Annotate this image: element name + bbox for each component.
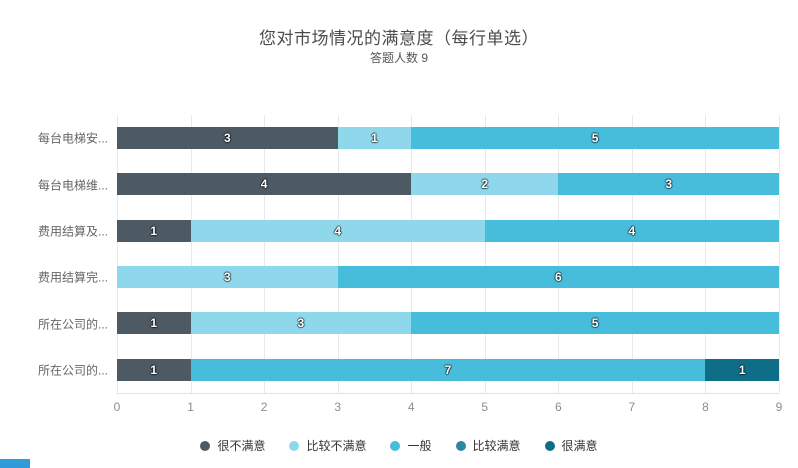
legend-label: 比较满意: [472, 439, 521, 453]
chart-title: 您对市场情况的满意度（每行单选）: [259, 29, 539, 48]
y-category-label: 费用结算完...: [37, 270, 108, 285]
bar-segment-很不满意[interactable]: 3: [117, 127, 338, 150]
legend-item-很不满意[interactable]: 很不满意: [200, 437, 265, 454]
segment-value-label: 1: [738, 362, 746, 377]
bar-segment-很不满意[interactable]: 1: [117, 358, 191, 381]
y-category-label: 费用结算及...: [37, 224, 108, 239]
segment-value-label: 3: [665, 177, 672, 192]
gridline: [337, 115, 339, 393]
x-tick-label: 5: [481, 400, 489, 414]
legend-item-一般[interactable]: 一般: [390, 437, 432, 454]
bar-row: 1 3 5: [117, 312, 779, 335]
x-tick-label: 4: [407, 400, 415, 414]
legend-dot: [390, 440, 401, 451]
bar-segment-比较不满意[interactable]: 3: [190, 312, 412, 335]
bar-segment-一般[interactable]: 6: [337, 266, 779, 289]
gridline: [264, 115, 266, 393]
gridline: [117, 115, 118, 393]
legend-label: 一般: [407, 439, 432, 453]
bar-row: 1 4 4: [117, 219, 779, 242]
gridline: [705, 115, 707, 393]
bar-segment-一般[interactable]: 4: [484, 219, 779, 242]
legend-label: 很满意: [561, 439, 598, 453]
segment-value-label: 1: [150, 362, 158, 377]
y-category-label: 所在公司的...: [37, 363, 108, 378]
segment-value-label: 2: [481, 177, 489, 192]
segment-value-label: 3: [223, 131, 231, 146]
bar-segment-比较不满意[interactable]: 3: [117, 266, 338, 289]
x-tick-label: 7: [628, 400, 636, 414]
gridline: [484, 115, 486, 393]
segment-value-label: 5: [591, 316, 599, 331]
segment-value-label: 7: [444, 362, 452, 377]
legend-label: 很不满意: [217, 439, 266, 453]
x-tick-label: 0: [113, 400, 121, 414]
legend-item-比较不满意[interactable]: 比较不满意: [289, 437, 366, 454]
bar-row: 3 1 5: [117, 127, 779, 150]
x-tick-label: 2: [260, 400, 268, 414]
segment-value-label: 4: [260, 177, 268, 192]
gridline: [190, 115, 192, 393]
gridline: [411, 115, 413, 393]
y-axis-labels: 每台电梯安... 每台电梯维... 费用结算及... 费用结算完... 所在公司的...…: [0, 115, 108, 393]
bar-row: 4 2 3: [117, 173, 779, 196]
legend-dot: [200, 440, 211, 451]
segment-value-label: 6: [554, 270, 562, 285]
bar-segment-比较不满意[interactable]: 2: [411, 173, 559, 196]
bar-segment-一般[interactable]: 5: [411, 127, 779, 150]
bar-segment-比较不满意[interactable]: 4: [190, 219, 485, 242]
legend-item-很满意[interactable]: 很满意: [544, 437, 598, 454]
x-tick-label: 8: [702, 400, 709, 414]
legend-item-比较满意[interactable]: 比较满意: [455, 437, 521, 454]
legend-dot: [544, 440, 555, 451]
chart-subtitle: 答题人数 9: [369, 51, 428, 65]
x-tick-label: 9: [775, 400, 783, 414]
y-category-label: 每台电梯维...: [37, 178, 108, 192]
gridline: [558, 115, 560, 393]
segment-value-label: 1: [150, 316, 158, 331]
bottom-accent-strip: [0, 459, 30, 468]
gridline: [631, 115, 633, 393]
bar-segment-很不满意[interactable]: 4: [117, 173, 412, 196]
bar-row: 1 7 1: [117, 358, 779, 381]
segment-value-label: 4: [334, 223, 341, 238]
segment-value-label: 3: [297, 316, 305, 331]
segment-value-label: 1: [150, 223, 158, 238]
legend-dot: [289, 440, 300, 451]
x-tick-label: 1: [187, 400, 194, 414]
bar-segment-很满意[interactable]: 1: [705, 358, 779, 381]
legend: 很不满意 比较不满意 一般 比较满意 很满意: [0, 437, 798, 454]
x-tick-label: 6: [554, 400, 562, 414]
bar-segment-一般[interactable]: 7: [190, 358, 706, 381]
y-category-label: 每台电梯安...: [37, 131, 108, 146]
x-axis-ticks: 0 1 2 3 4 5 6 7 8 9: [113, 400, 783, 416]
legend-dot: [455, 440, 466, 451]
y-category-label: 所在公司的...: [37, 317, 108, 331]
bar-segment-比较不满意[interactable]: 1: [337, 127, 412, 150]
legend-label: 比较不满意: [306, 439, 367, 453]
segment-value-label: 3: [223, 270, 231, 285]
bar-segment-一般[interactable]: 5: [411, 312, 779, 335]
segment-value-label: 4: [628, 223, 636, 238]
segment-value-label: 5: [591, 131, 599, 146]
bar-segment-一般[interactable]: 3: [558, 173, 779, 196]
bar-segment-很不满意[interactable]: 1: [117, 312, 191, 335]
bar-segment-很不满意[interactable]: 1: [117, 219, 191, 242]
segment-value-label: 1: [371, 131, 378, 146]
gridline: [779, 115, 780, 393]
x-tick-label: 3: [334, 400, 341, 414]
